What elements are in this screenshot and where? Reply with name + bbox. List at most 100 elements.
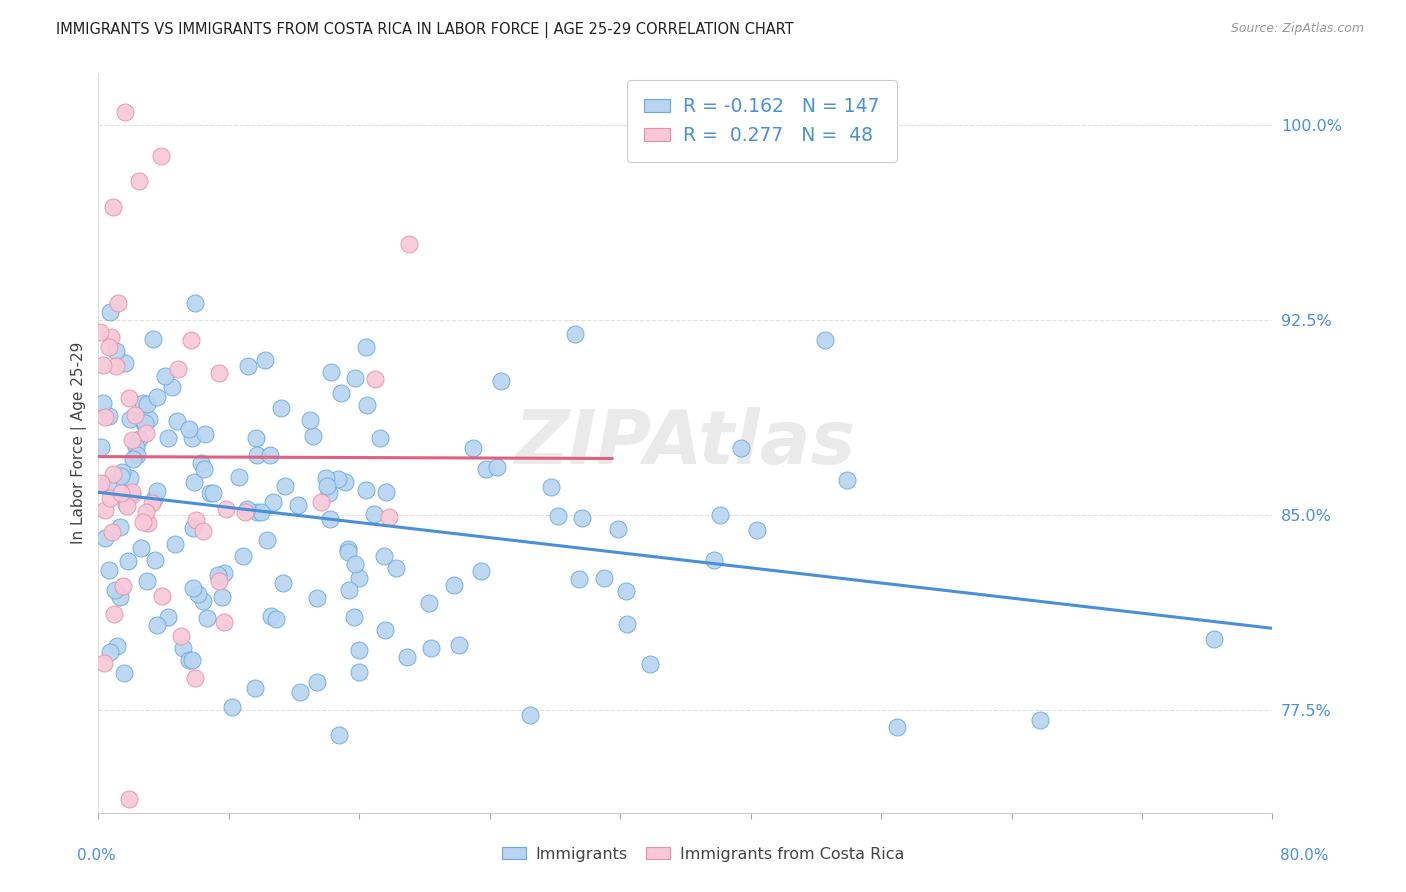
Point [250, 505, 273, 519]
Point [1202, 632, 1225, 647]
Point [170, 629, 193, 643]
Point [177, 653, 200, 667]
Point [307, 674, 329, 689]
Legend: R = -0.162   N = 147, R =  0.277   N =  48: R = -0.162 N = 147, R = 0.277 N = 48 [627, 80, 897, 161]
Point [100, 524, 122, 539]
Point [112, 579, 135, 593]
Point [94, 503, 117, 517]
Point [166, 414, 188, 428]
Point [141, 496, 163, 510]
Point [191, 524, 214, 539]
Point [105, 359, 128, 373]
Point [264, 612, 287, 626]
Point [540, 480, 562, 494]
Point [110, 486, 132, 500]
Point [326, 472, 349, 486]
Point [235, 502, 257, 516]
Point [337, 582, 360, 597]
Point [114, 105, 136, 120]
Point [167, 362, 190, 376]
Point [571, 511, 593, 525]
Point [132, 416, 155, 430]
Point [121, 451, 143, 466]
Point [519, 708, 541, 723]
Point [262, 495, 284, 509]
Point [221, 699, 243, 714]
Point [288, 685, 311, 699]
Point [118, 392, 141, 406]
Point [813, 333, 835, 347]
Point [489, 374, 512, 388]
Point [253, 352, 276, 367]
Point [138, 412, 160, 426]
Point [180, 653, 202, 667]
Point [374, 624, 396, 638]
Point [299, 413, 322, 427]
Point [364, 372, 387, 386]
Point [1029, 713, 1052, 727]
Point [180, 333, 202, 347]
Point [157, 431, 180, 445]
Point [129, 541, 152, 555]
Point [375, 484, 398, 499]
Point [98, 340, 121, 354]
Legend: Immigrants, Immigrants from Costa Rica: Immigrants, Immigrants from Costa Rica [495, 840, 911, 868]
Point [125, 440, 148, 454]
Point [347, 665, 370, 680]
Point [316, 478, 339, 492]
Point [187, 587, 209, 601]
Point [93, 409, 115, 424]
Point [108, 591, 131, 605]
Point [190, 456, 212, 470]
Point [143, 492, 166, 507]
Point [378, 509, 401, 524]
Point [179, 422, 201, 436]
Point [195, 611, 218, 625]
Point [208, 366, 231, 380]
Point [90, 476, 112, 491]
Point [368, 431, 391, 445]
Point [336, 544, 359, 558]
Point [315, 471, 337, 485]
Point [470, 564, 492, 578]
Point [398, 237, 420, 252]
Point [232, 549, 254, 563]
Point [356, 398, 378, 412]
Point [886, 721, 908, 735]
Point [183, 520, 205, 534]
Point [443, 578, 465, 592]
Point [246, 505, 269, 519]
Point [606, 522, 628, 536]
Point [243, 681, 266, 695]
Point [121, 434, 143, 448]
Point [354, 340, 377, 354]
Point [91, 358, 114, 372]
Point [97, 475, 120, 490]
Point [120, 471, 142, 485]
Point [194, 426, 217, 441]
Point [146, 390, 169, 404]
Point [128, 432, 150, 446]
Point [564, 326, 586, 341]
Point [461, 442, 484, 456]
Point [100, 330, 122, 344]
Point [101, 200, 124, 214]
Point [246, 448, 269, 462]
Point [112, 666, 135, 681]
Text: IMMIGRANTS VS IMMIGRANTS FROM COSTA RICA IN LABOR FORCE | AGE 25-29 CORRELATION : IMMIGRANTS VS IMMIGRANTS FROM COSTA RICA… [56, 22, 794, 38]
Point [111, 465, 134, 479]
Point [172, 640, 194, 655]
Point [149, 149, 172, 163]
Point [211, 590, 233, 604]
Point [135, 574, 157, 588]
Point [110, 468, 132, 483]
Point [98, 491, 121, 505]
Point [156, 610, 179, 624]
Point [117, 554, 139, 568]
Point [319, 365, 342, 379]
Point [256, 533, 278, 547]
Point [146, 617, 169, 632]
Point [107, 295, 129, 310]
Point [125, 448, 148, 462]
Point [245, 431, 267, 445]
